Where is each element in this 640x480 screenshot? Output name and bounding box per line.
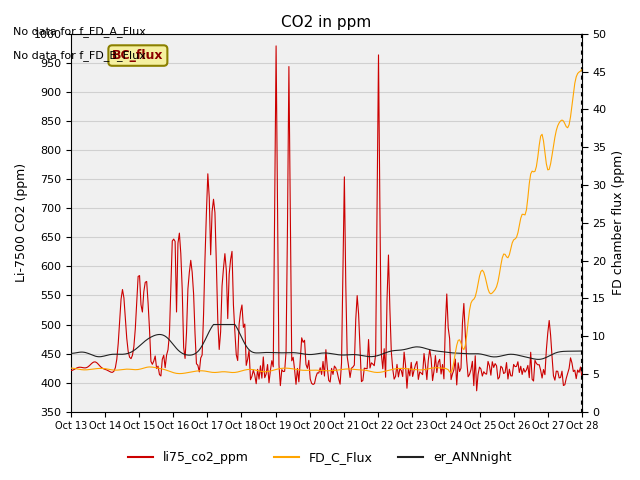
Title: CO2 in ppm: CO2 in ppm (282, 15, 372, 30)
Text: No data for f_FD_A_Flux: No data for f_FD_A_Flux (13, 25, 146, 36)
Legend: li75_co2_ppm, FD_C_Flux, er_ANNnight: li75_co2_ppm, FD_C_Flux, er_ANNnight (124, 446, 516, 469)
Y-axis label: Li-7500 CO2 (ppm): Li-7500 CO2 (ppm) (15, 163, 28, 282)
Y-axis label: FD chamber flux (ppm): FD chamber flux (ppm) (612, 150, 625, 295)
Text: BC_flux: BC_flux (112, 49, 164, 62)
Text: No data for f_FD_B_Flux: No data for f_FD_B_Flux (13, 49, 146, 60)
